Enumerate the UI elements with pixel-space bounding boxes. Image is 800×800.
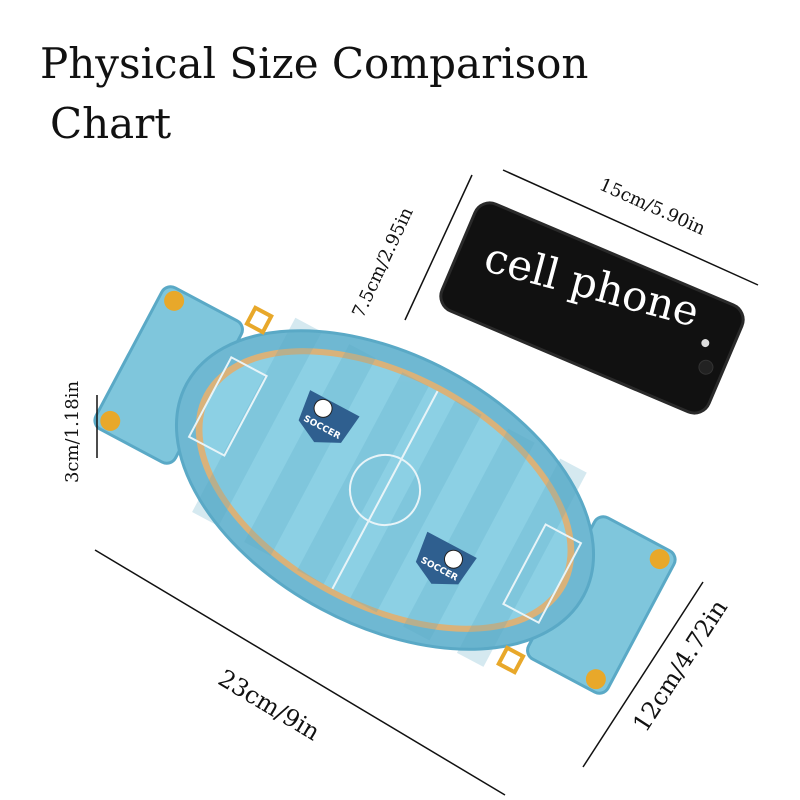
phone-width-label: 7.5cm/2.95in xyxy=(348,204,418,321)
gate-icon xyxy=(496,645,526,675)
title-line-2: Chart xyxy=(50,99,171,148)
knob-icon xyxy=(164,290,185,311)
soccer-badge: SOCCER xyxy=(415,531,477,585)
soccer-board-toy: SOCCER SOCCER xyxy=(93,285,677,695)
toy-length-line xyxy=(94,549,506,796)
phone-length-line xyxy=(502,169,759,286)
soccer-ball-icon xyxy=(313,398,333,418)
phone-flash-icon xyxy=(701,339,710,348)
gate-icon xyxy=(244,305,274,335)
phone-camera-icon xyxy=(698,359,714,375)
toy-width-line xyxy=(582,581,704,768)
toy-length-label: 23cm/9in xyxy=(213,664,324,746)
knob-icon xyxy=(649,549,670,570)
cell-phone xyxy=(439,201,745,415)
knob-icon xyxy=(585,669,606,690)
phone-width-line xyxy=(404,174,473,321)
soccer-ball-icon xyxy=(443,549,463,569)
title-line-1: Physical Size Comparison xyxy=(40,39,588,88)
toy-height-label: 3cm/1.18in xyxy=(62,381,83,484)
phone-length-label: 15cm/5.90in xyxy=(596,174,709,240)
knob-icon xyxy=(100,410,121,431)
